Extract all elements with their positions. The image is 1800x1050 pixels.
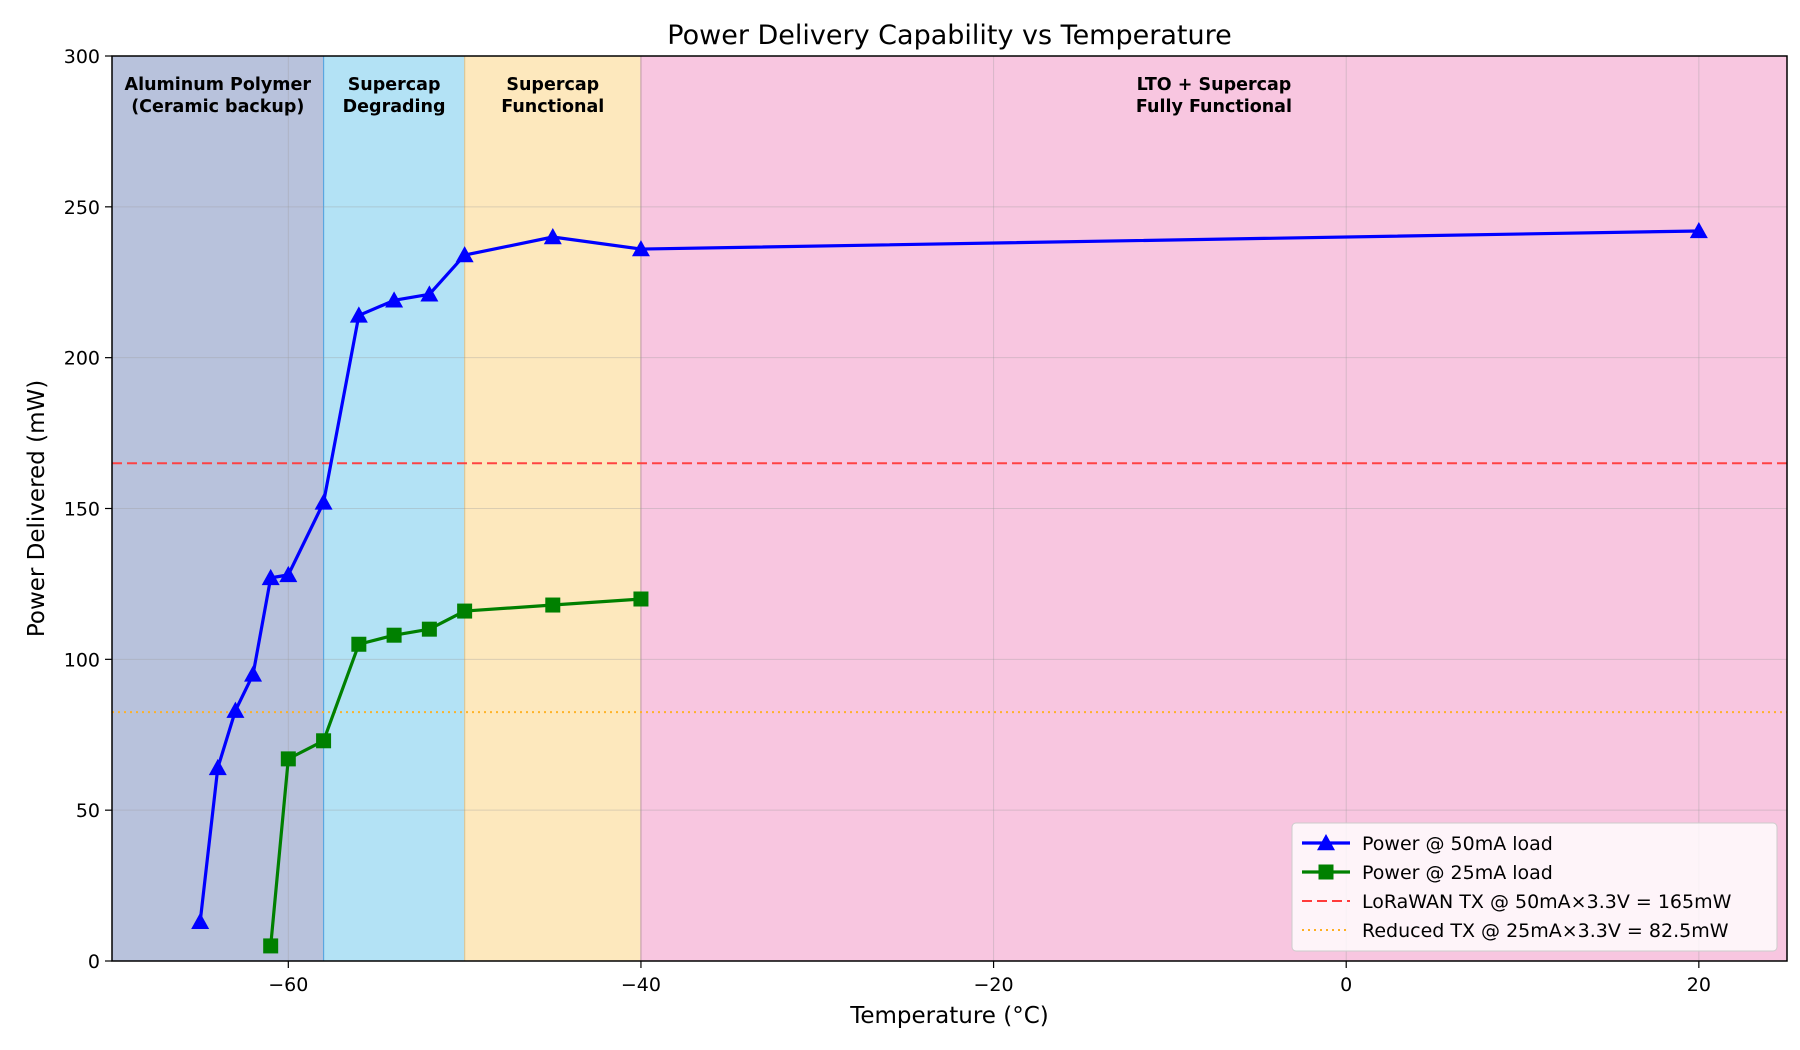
y-axis-label: Power Delivered (mW) (24, 380, 50, 637)
series-2-point-8 (545, 597, 561, 613)
series-1-point-1 (191, 912, 210, 929)
series-1-line (198, 229, 1699, 922)
series-2-point-4 (351, 636, 367, 652)
series-1-point-3 (226, 701, 245, 718)
legend-swatch-marker-1 (1317, 834, 1335, 851)
x-tick-label-3: −20 (974, 974, 1014, 996)
series-1-point-9 (385, 291, 404, 308)
series-1-point-14 (1689, 221, 1708, 239)
x-tick-label-5: 20 (1687, 974, 1711, 996)
chart-title: Power Delivery Capability vs Temperature (667, 20, 1231, 51)
legend: Power @ 50mA load Power @ 25mA load LoRaWA… (1291, 822, 1778, 952)
region-label-3-line-1: Supercap (506, 75, 599, 95)
legend-label-3: LoRaWAN TX @ 50mA×3.3V = 165mW (1362, 891, 1732, 913)
series-1-point-8 (349, 306, 368, 323)
region-band-3 (464, 56, 641, 961)
series-1-point-2 (208, 758, 227, 776)
series (191, 221, 1708, 954)
series-1-point-6 (279, 565, 298, 583)
legend-label-4: Reduced TX @ 25mA×3.3V = 82.5mW (1362, 920, 1729, 942)
series-1-point-12 (543, 228, 562, 245)
series-1-point-10 (420, 285, 439, 302)
y-tick-label-7: 300 (64, 46, 100, 68)
y-tick-label-4: 150 (64, 499, 100, 521)
region-bands (112, 56, 1787, 961)
series-2-point-5 (386, 627, 402, 643)
x-axis-label: Temperature (°C) (849, 1003, 1049, 1029)
legend-swatch-marker-2 (1318, 864, 1334, 880)
region-label-1-line-1: Aluminum Polymer (125, 75, 312, 95)
series-2-point-2 (280, 751, 296, 767)
region-band-2 (323, 56, 465, 961)
legend-entry-3: LoRaWAN TX @ 50mA×3.3V = 165mW (1302, 891, 1732, 913)
region-band-4 (640, 56, 1787, 961)
reference-lines (112, 462, 1787, 714)
region-label-4-line-1: LTO + Supercap (1137, 75, 1292, 95)
region-band-1 (112, 56, 324, 961)
series-1-point-5 (261, 568, 280, 586)
series-1-point-7 (314, 493, 333, 510)
series-2-point-1 (263, 938, 279, 954)
legend-label-1: Power @ 50mA load (1362, 833, 1553, 855)
series-2-point-6 (421, 621, 437, 637)
region-label-3-line-2: Functional (501, 97, 604, 117)
y-tick-label-6: 250 (64, 197, 100, 219)
legend-box (1291, 822, 1778, 952)
legend-entry-2: Power @ 25mA load (1302, 862, 1553, 884)
series-1-point-13 (631, 240, 650, 257)
y-tick-label-2: 50 (76, 800, 100, 822)
x-tick-label-1: −60 (268, 974, 308, 996)
y-tick-label-1: 0 (88, 951, 100, 973)
series-1-point-4 (244, 665, 263, 682)
x-tick-label-2: −40 (621, 974, 661, 996)
region-labels: Aluminum Polymer(Ceramic backup) Supercap… (125, 75, 1292, 117)
legend-entry-4: Reduced TX @ 25mA×3.3V = 82.5mW (1302, 920, 1729, 942)
legend-entry-1: Power @ 50mA load (1302, 833, 1553, 855)
series-1 (191, 221, 1708, 929)
legend-label-2: Power @ 25mA load (1362, 862, 1553, 884)
series-2 (263, 591, 649, 954)
y-tick-label-5: 200 (64, 348, 100, 370)
series-2-point-3 (316, 733, 332, 749)
region-label-2-line-1: Supercap (348, 75, 441, 95)
region-label-4-line-2: Fully Functional (1136, 97, 1292, 117)
x-tick-label-4: 0 (1340, 974, 1352, 996)
series-1-point-11 (455, 246, 474, 263)
series-2-point-9 (633, 591, 649, 607)
series-2-point-7 (457, 603, 473, 619)
region-label-2-line-2: Degrading (343, 97, 446, 117)
region-label-1-line-2: (Ceramic backup) (131, 97, 304, 117)
y-tick-label-3: 100 (64, 649, 100, 671)
